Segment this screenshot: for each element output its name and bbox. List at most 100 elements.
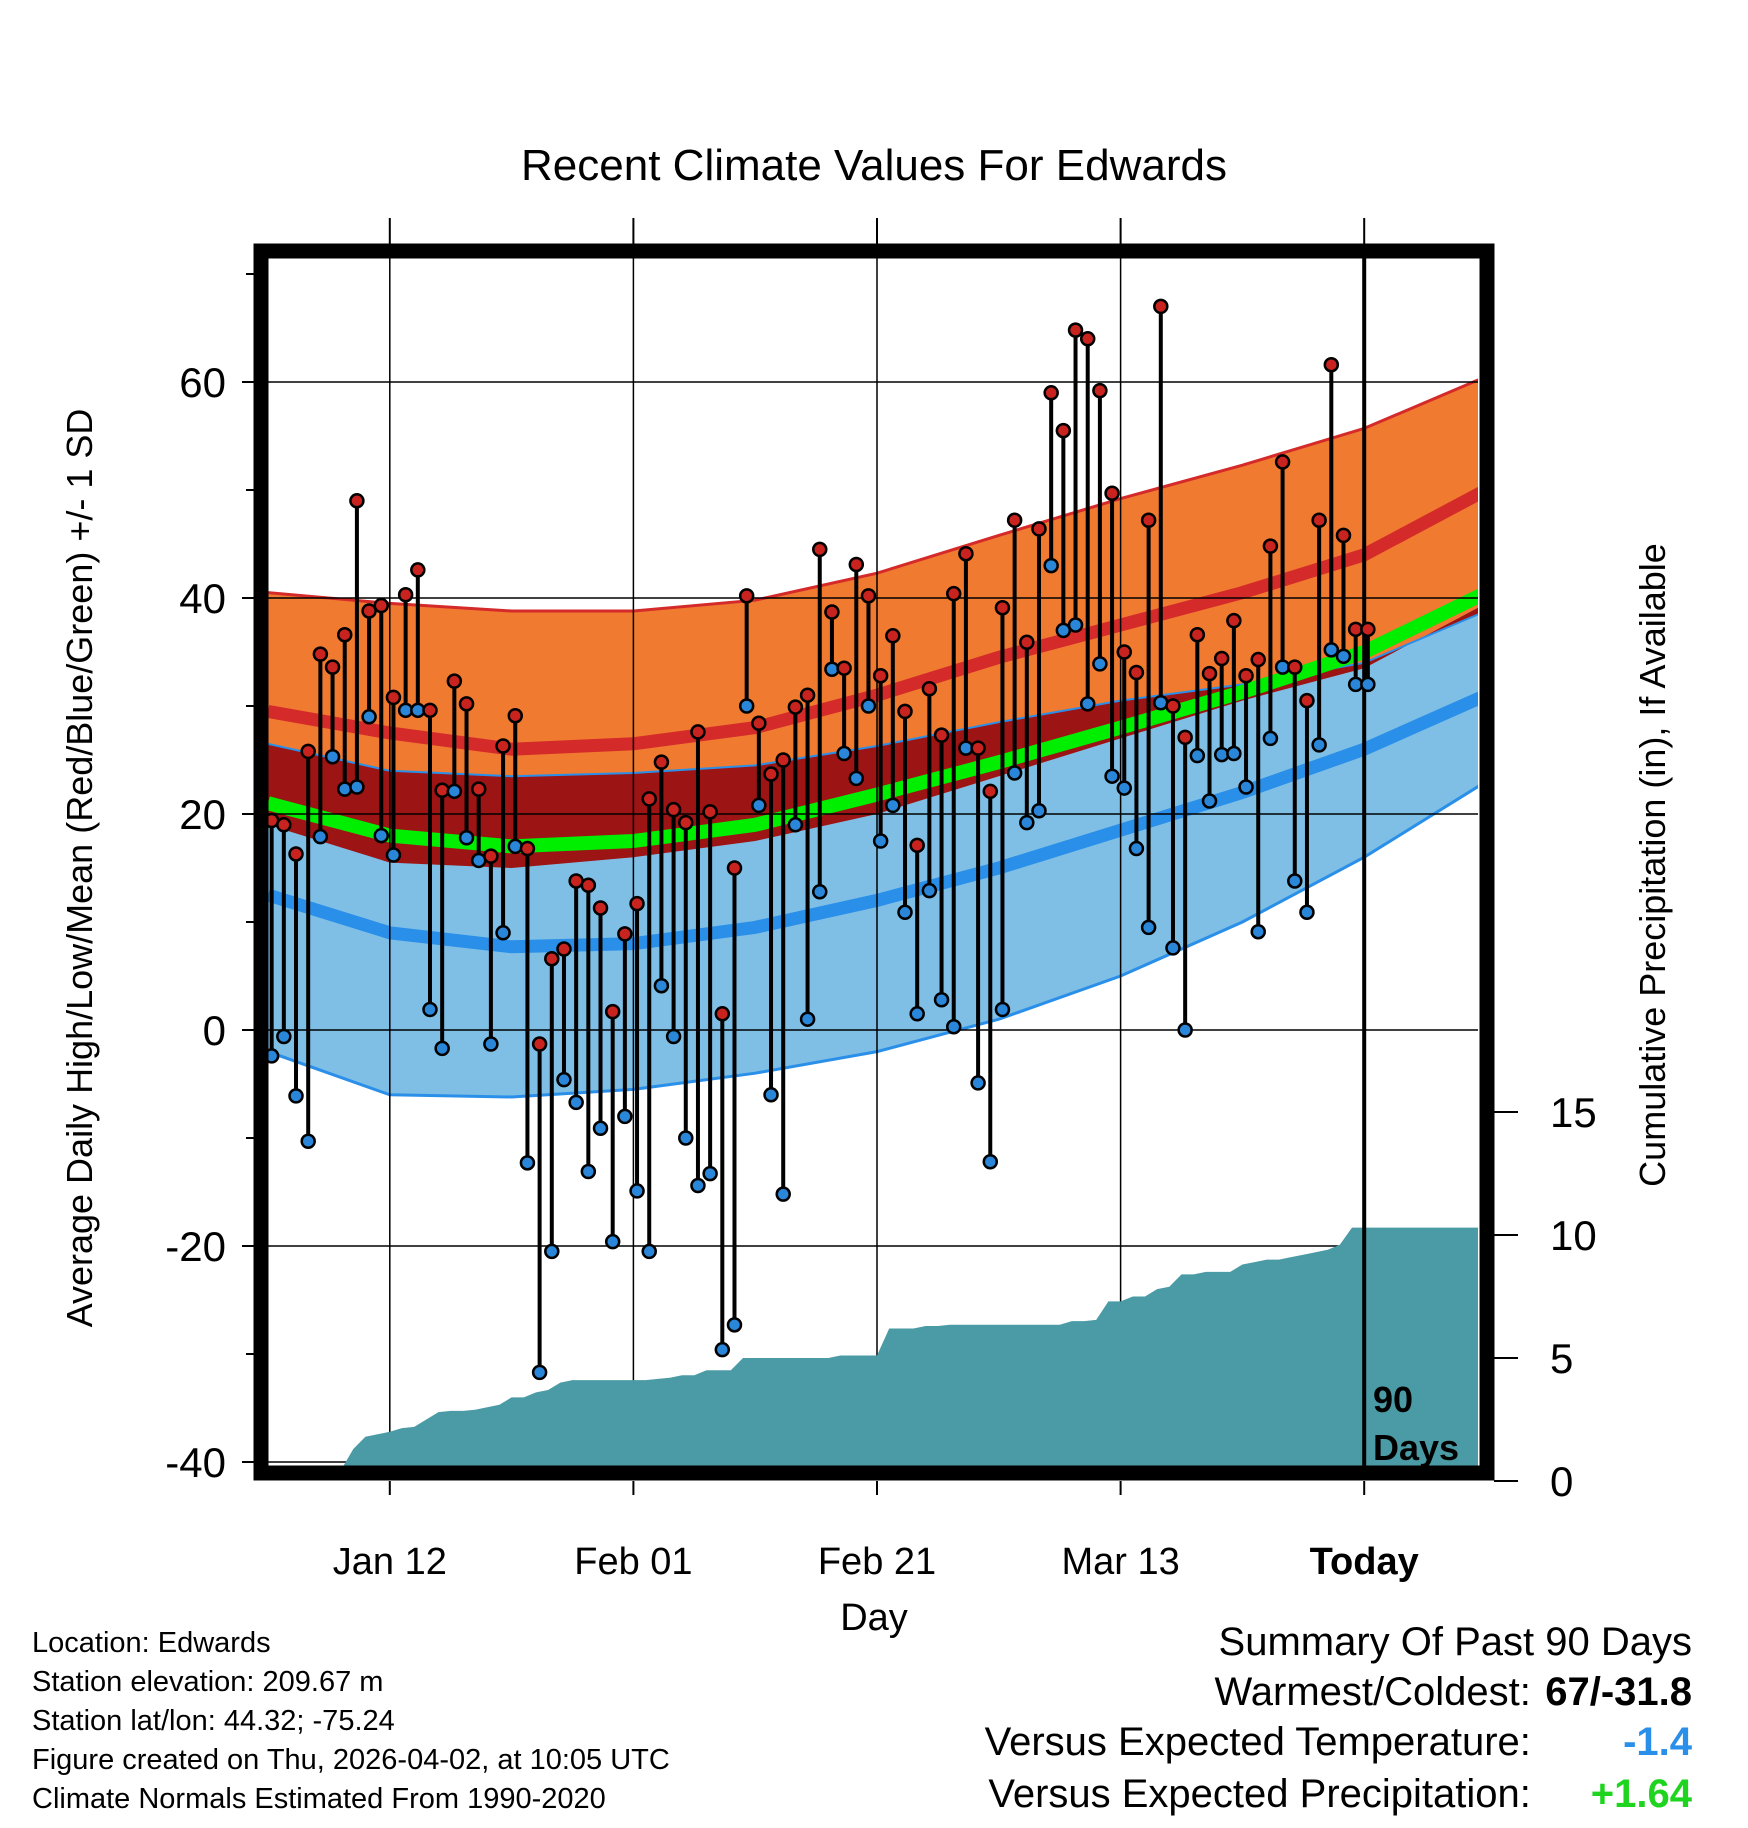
obs-high-point [604, 1003, 621, 1020]
obs-high-point [349, 493, 365, 509]
obs-low-point [994, 1001, 1011, 1018]
obs-high-point [653, 754, 670, 770]
obs-high-point [738, 588, 755, 604]
obs-low-point [678, 1130, 694, 1146]
obs-low-point [617, 1108, 633, 1125]
obs-high-point [1067, 322, 1084, 338]
obs-low-point [1019, 814, 1035, 831]
obs-high-point [1140, 512, 1157, 528]
y-axis-label: Average Daily High/Low/Mean (Red/Blue/Gr… [59, 409, 100, 1328]
y-tick-label: 20 [179, 791, 226, 838]
info-elevation: Station elevation: 209.67 m [32, 1666, 384, 1698]
obs-low-point [726, 1317, 743, 1333]
obs-high-point [336, 626, 353, 643]
info-location: Location: Edwards [32, 1627, 271, 1659]
obs-high-point [1213, 650, 1230, 667]
obs-high-point [483, 848, 499, 864]
obs-high-point [1165, 698, 1181, 714]
x-tick-label: Today [1310, 1541, 1419, 1583]
obs-low-point [556, 1071, 572, 1088]
obs-low-point [288, 1088, 304, 1104]
obs-high-point [1128, 664, 1145, 681]
y-tick-label: 40 [179, 575, 226, 622]
obs-high-point [507, 707, 524, 724]
plot-frame [253, 243, 1495, 1481]
obs-high-point [970, 740, 986, 756]
obs-high-point [580, 877, 597, 894]
obs-high-point [1019, 634, 1035, 651]
precip-layer [343, 258, 1478, 1466]
obs-high-point [933, 727, 950, 743]
obs-low-point [1287, 873, 1303, 889]
obs-low-point [324, 749, 341, 765]
obs-low-point [495, 925, 511, 941]
precip-label: Versus Expected Precipitation: [988, 1772, 1531, 1816]
summary-warm-cold: Warmest/Coldest: 67/-31.8 [1215, 1670, 1693, 1715]
obs-high-point [531, 1036, 548, 1052]
summary-precip: Versus Expected Precipitation: +1.64 [988, 1772, 1692, 1817]
obs-high-point [945, 585, 962, 602]
obs-high-point [324, 659, 341, 675]
obs-low-point [373, 827, 390, 844]
warm-cold-label: Warmest/Coldest: [1214, 1670, 1531, 1714]
obs-low-point [434, 1040, 450, 1057]
obs-high-point [763, 766, 779, 782]
obs-low-point [629, 1183, 645, 1199]
obs-high-point [617, 926, 633, 942]
y2-tick-label: 5 [1550, 1335, 1573, 1382]
obs-low-point [1067, 617, 1084, 633]
obs-high-point [897, 703, 913, 720]
obs-low-point [1360, 676, 1376, 693]
obs-low-point [653, 977, 670, 994]
obs-high-point [1299, 692, 1315, 709]
obs-high-point [1226, 612, 1242, 629]
x-tick-label: Mar 13 [1061, 1541, 1179, 1583]
chart-title: Recent Climate Values For Edwards [521, 141, 1227, 190]
obs-high-point [276, 817, 292, 833]
obs-low-point [385, 847, 402, 863]
obs-high-point [1274, 454, 1291, 470]
obs-low-point [592, 1120, 609, 1137]
obs-low-point [909, 1006, 925, 1022]
obs-low-point [580, 1163, 597, 1180]
obs-high-point [544, 950, 560, 967]
x-tick-label: Feb 01 [574, 1541, 692, 1583]
overlap-band [268, 607, 1478, 868]
obs-low-point [848, 770, 865, 787]
obs-low-point [970, 1075, 986, 1091]
obs-high-point [726, 860, 743, 876]
obs-low-point [446, 783, 463, 800]
obs-low-point [1043, 557, 1059, 574]
obs-low-point [860, 698, 877, 714]
obs-high-point [1104, 485, 1120, 501]
obs-low-point [763, 1087, 779, 1103]
obs-low-point [1104, 768, 1120, 784]
obs-low-point [531, 1364, 548, 1381]
obs-high-point [556, 941, 572, 957]
obs-low-point [933, 992, 950, 1008]
obs-high-point [958, 545, 974, 562]
y2-tick-label: 0 [1550, 1458, 1573, 1505]
summary-temp: Versus Expected Temperature: -1.4 [985, 1720, 1692, 1765]
obs-high-point [885, 628, 901, 644]
obs-low-point [812, 884, 828, 900]
obs-high-point [824, 604, 840, 620]
obs-low-point [702, 1165, 718, 1182]
obs-low-point [714, 1341, 731, 1358]
obs-low-point [1128, 840, 1145, 857]
obs-high-point [373, 597, 390, 614]
obs-low-point [1226, 745, 1242, 762]
obs-high-point [312, 646, 329, 662]
obs-low-point [665, 1028, 682, 1045]
precip-value: +1.64 [1590, 1772, 1692, 1816]
obs-low-point [1165, 940, 1181, 956]
obs-low-point [921, 882, 938, 899]
obs-high-point [1323, 356, 1340, 373]
obs-low-point [1311, 737, 1327, 753]
y-tick-label: 0 [203, 1007, 226, 1054]
obs-high-point [787, 699, 804, 715]
precip-area [343, 1227, 1478, 1466]
obs-low-point [544, 1243, 560, 1260]
obs-low-point [1116, 780, 1133, 796]
obs-high-point [361, 603, 377, 619]
